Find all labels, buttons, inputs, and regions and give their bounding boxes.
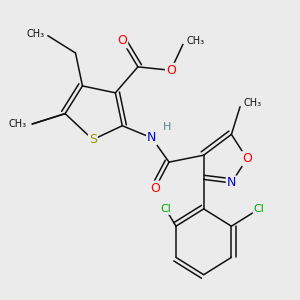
Text: H: H (163, 122, 172, 133)
Text: CH₃: CH₃ (186, 36, 205, 46)
Text: CH₃: CH₃ (26, 29, 44, 39)
Text: O: O (117, 34, 127, 47)
Text: N: N (227, 176, 236, 189)
Text: S: S (89, 133, 97, 146)
Text: Cl: Cl (160, 204, 171, 214)
Text: O: O (150, 182, 160, 195)
Text: O: O (242, 152, 252, 165)
Text: CH₃: CH₃ (9, 119, 27, 129)
Text: O: O (166, 64, 176, 77)
Text: Cl: Cl (254, 204, 265, 214)
Text: CH₃: CH₃ (244, 98, 262, 108)
Text: N: N (147, 131, 156, 144)
